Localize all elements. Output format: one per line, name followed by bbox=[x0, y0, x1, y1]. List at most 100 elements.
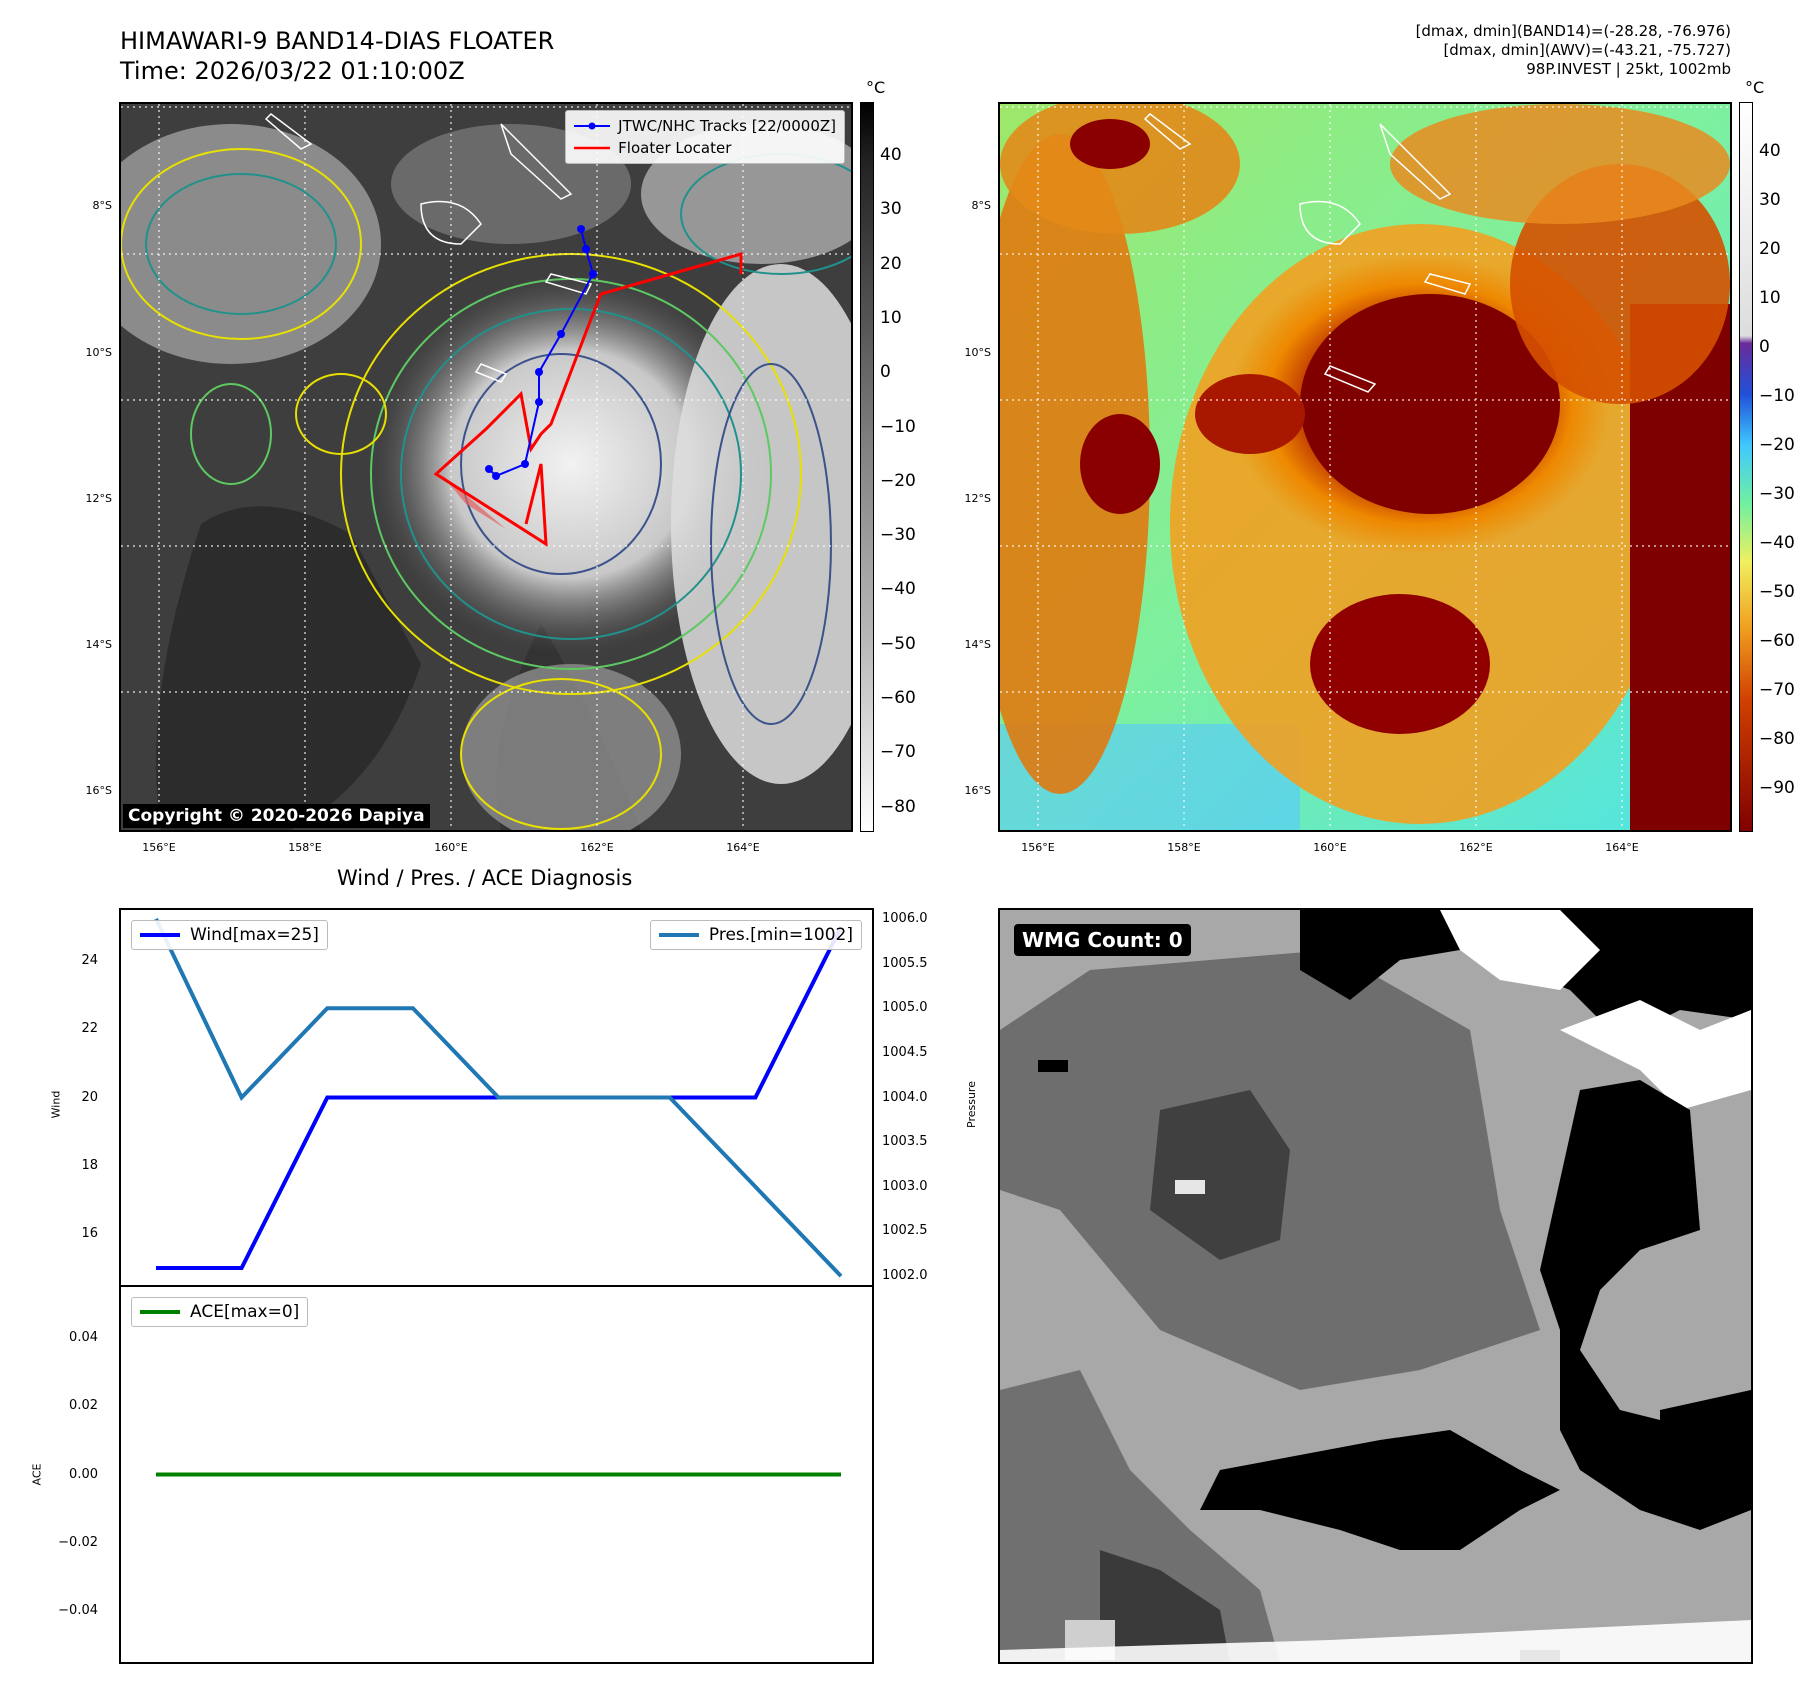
lon-label: 162°E bbox=[580, 841, 614, 854]
title-line-2: Time: 2026/03/22 01:10:00Z bbox=[120, 57, 465, 85]
awv-colorbar-tick: −10 bbox=[1759, 386, 1795, 406]
lat-label: 16°S bbox=[85, 784, 112, 797]
lat-label: 14°S bbox=[85, 638, 112, 651]
ace-tick: 0.04 bbox=[69, 1330, 98, 1346]
pressure-tick: 1004.5 bbox=[882, 1044, 928, 1060]
info-block: [dmax, dmin](BAND14)=(-28.28, -76.976) [… bbox=[1416, 22, 1731, 79]
awv-colorbar-tick: 0 bbox=[1759, 337, 1770, 357]
pressure-legend-swatch bbox=[658, 933, 699, 937]
pressure-tick: 1002.0 bbox=[882, 1268, 928, 1284]
ir-colorbar-tick: −60 bbox=[880, 688, 916, 708]
ir-colorbar-tick: 30 bbox=[880, 199, 902, 220]
ir-colorbar-tick: −30 bbox=[880, 525, 916, 546]
lat-label: 8°S bbox=[971, 199, 991, 212]
wind-tick: 20 bbox=[81, 1089, 98, 1105]
awv-colorbar-tick: −90 bbox=[1759, 778, 1795, 798]
wind-tick: 22 bbox=[81, 1021, 98, 1037]
lat-label: 12°S bbox=[85, 492, 112, 505]
ace-legend-swatch bbox=[140, 1310, 180, 1314]
track-legend: JTWC/NHC Tracks [22/0000Z] Floater Locat… bbox=[565, 110, 845, 164]
awv-colorbar-tick: −20 bbox=[1759, 435, 1795, 455]
awv-colorbar-tick: −70 bbox=[1759, 680, 1795, 700]
lat-label: 10°S bbox=[964, 346, 991, 359]
ace-tick: −0.02 bbox=[58, 1534, 98, 1550]
copyright-label: Copyright © 2020-2026 Dapiya bbox=[123, 804, 430, 828]
legend-item-floater: Floater Locater bbox=[574, 137, 836, 159]
info-line-1: [dmax, dmin](BAND14)=(-28.28, -76.976) bbox=[1415, 22, 1731, 40]
wind-legend-label: Wind[max=25] bbox=[190, 925, 319, 945]
ir-colorbar-tick: 10 bbox=[880, 307, 902, 328]
pressure-tick: 1005.5 bbox=[882, 955, 928, 971]
pressure-tick: 1003.5 bbox=[882, 1134, 928, 1150]
pressure-axis-label: Pressure bbox=[964, 1081, 978, 1128]
ir-satellite-panel: JTWC/NHC Tracks [22/0000Z] Floater Locat… bbox=[119, 102, 853, 832]
wind-legend-swatch bbox=[140, 933, 180, 937]
ir-colorbar-tick: −70 bbox=[880, 742, 916, 763]
lon-label: 160°E bbox=[434, 841, 468, 854]
ir-colorbar-tick: 40 bbox=[880, 145, 902, 165]
ir-colorbar-tick: −10 bbox=[880, 416, 916, 437]
awv-satellite-panel bbox=[998, 102, 1732, 832]
wmg-panel: WMG Count: 0 bbox=[998, 908, 1753, 1664]
diagnosis-title: Wind / Pres. / ACE Diagnosis bbox=[337, 866, 633, 890]
pressure-series-line bbox=[154, 918, 843, 1278]
awv-colorbar-tick: 20 bbox=[1759, 239, 1781, 259]
ir-colorbar-tick: −80 bbox=[880, 796, 916, 817]
ace-tick: 0.02 bbox=[69, 1398, 98, 1414]
awv-satellite-image bbox=[1000, 104, 1730, 830]
awv-colorbar-tick: −80 bbox=[1759, 729, 1795, 749]
pressure-tick: 1003.0 bbox=[882, 1178, 928, 1194]
wind-axis-label: Wind bbox=[49, 1090, 63, 1119]
lon-label: 156°E bbox=[142, 841, 176, 854]
awv-colorbar-tick: −30 bbox=[1759, 484, 1795, 504]
lon-label: 156°E bbox=[1021, 841, 1055, 854]
wind-tick: 16 bbox=[81, 1225, 98, 1241]
ace-legend-label: ACE[max=0] bbox=[190, 1302, 300, 1322]
awv-colorbar-tick: −50 bbox=[1759, 582, 1795, 602]
pressure-legend-label: Pres.[min=1002] bbox=[708, 925, 853, 945]
wmg-image bbox=[1000, 910, 1751, 1662]
awv-colorbar bbox=[1739, 102, 1753, 832]
track-line-icon bbox=[574, 122, 611, 130]
title-line-1: HIMAWARI-9 BAND14-DIAS FLOATER bbox=[120, 27, 555, 55]
legend-track-label: JTWC/NHC Tracks [22/0000Z] bbox=[618, 117, 836, 135]
ace-plot bbox=[156, 1472, 841, 1477]
ir-colorbar-tick: −40 bbox=[880, 579, 916, 600]
lat-label: 12°S bbox=[964, 492, 991, 505]
awv-colorbar-tick: −40 bbox=[1759, 533, 1795, 553]
lat-label: 14°S bbox=[964, 638, 991, 651]
ace-panel: ACE[max=0] bbox=[119, 1285, 874, 1664]
ir-colorbar-tick: −20 bbox=[880, 470, 916, 491]
legend-floater-label: Floater Locater bbox=[618, 139, 732, 157]
ace-axis-label: ACE bbox=[30, 1463, 44, 1486]
wind-pressure-plot bbox=[154, 918, 843, 1278]
wind-legend: Wind[max=25] bbox=[131, 920, 328, 950]
figure-title: HIMAWARI-9 BAND14-DIAS FLOATER Time: 202… bbox=[120, 26, 554, 86]
awv-colorbar-tick: 40 bbox=[1759, 141, 1781, 161]
ace-tick: 0.00 bbox=[69, 1466, 98, 1482]
lat-label: 16°S bbox=[964, 784, 991, 797]
legend-item-track: JTWC/NHC Tracks [22/0000Z] bbox=[574, 115, 836, 137]
wmg-count-label: WMG Count: 0 bbox=[1014, 924, 1191, 956]
pressure-tick: 1002.5 bbox=[882, 1223, 928, 1239]
awv-colorbar-tick: 30 bbox=[1759, 190, 1781, 210]
ir-colorbar-tick: 0 bbox=[880, 362, 891, 383]
lon-label: 158°E bbox=[288, 841, 322, 854]
wind-tick: 18 bbox=[81, 1157, 98, 1173]
lon-label: 158°E bbox=[1167, 841, 1201, 854]
lon-label: 164°E bbox=[726, 841, 760, 854]
ir-colorbar-tick: −50 bbox=[880, 633, 916, 654]
awv-colorbar-tick: −60 bbox=[1759, 631, 1795, 651]
lat-label: 10°S bbox=[85, 346, 112, 359]
lon-label: 162°E bbox=[1459, 841, 1493, 854]
ir-colorbar-unit: °C bbox=[866, 78, 886, 97]
wind-tick: 24 bbox=[81, 953, 98, 969]
info-line-3: 98P.INVEST | 25kt, 1002mb bbox=[1526, 60, 1731, 78]
ir-colorbar bbox=[860, 102, 874, 832]
ir-satellite-image bbox=[121, 104, 851, 830]
pressure-legend: Pres.[min=1002] bbox=[649, 920, 862, 950]
lat-label: 8°S bbox=[92, 199, 112, 212]
lon-label: 164°E bbox=[1605, 841, 1639, 854]
pressure-tick: 1004.0 bbox=[882, 1089, 928, 1105]
awv-colorbar-unit: °C bbox=[1745, 78, 1765, 97]
